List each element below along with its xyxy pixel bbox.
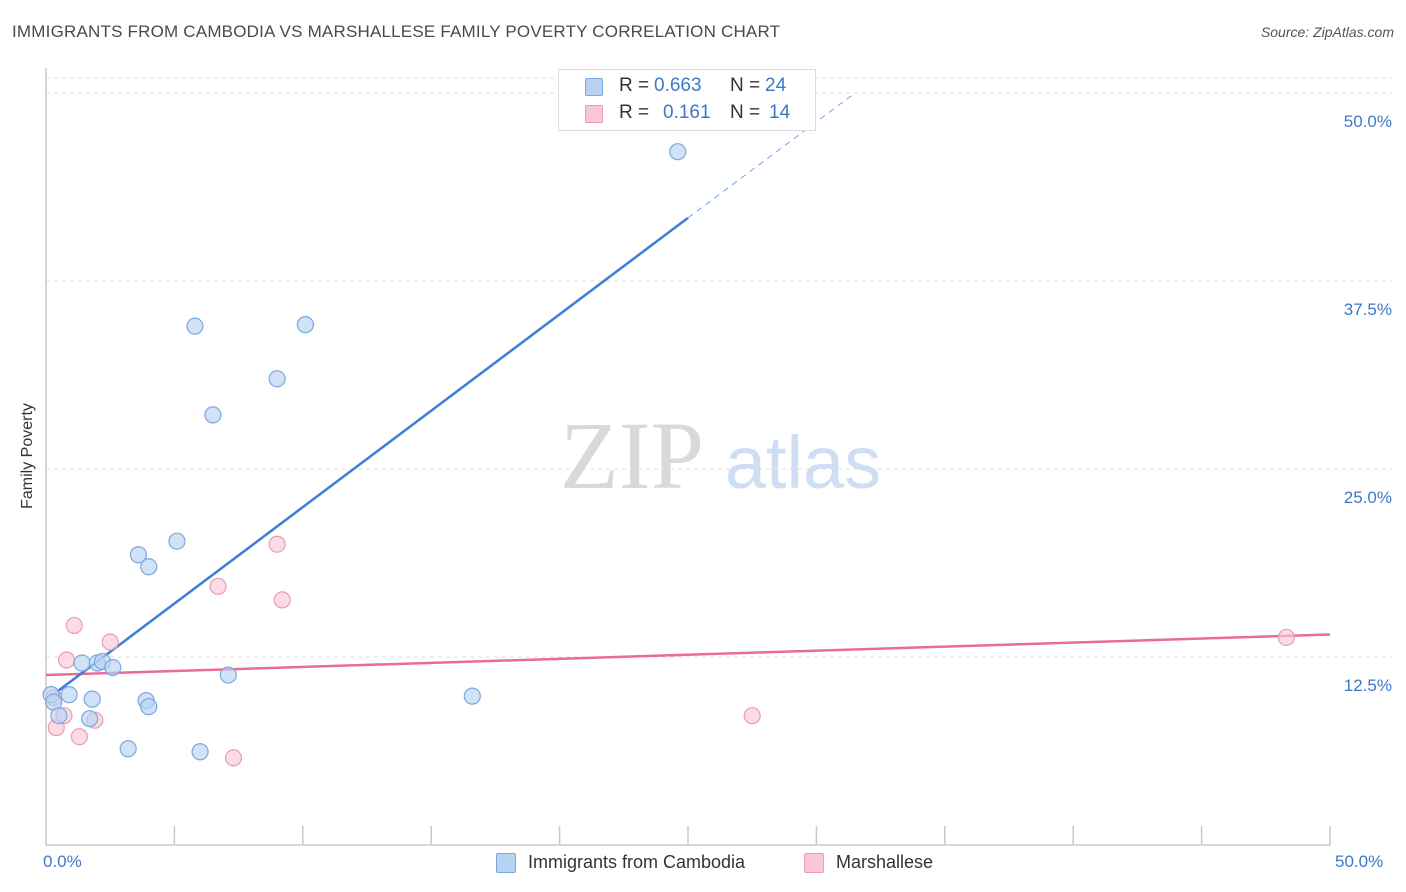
point-cambodia (50, 707, 68, 725)
legend-label-cambodia: Immigrants from Cambodia (528, 852, 746, 872)
point-cambodia (129, 546, 148, 564)
r-value: 0.161 (663, 102, 711, 123)
point-cambodia (83, 690, 101, 708)
x-tick-label-min: 0.0% (43, 852, 82, 871)
n-value: 14 (769, 102, 791, 123)
point-cambodia (81, 710, 99, 728)
y-tick-label: 50.0% (1344, 112, 1392, 131)
point-cambodia (191, 743, 209, 761)
legend-swatch-pink (804, 853, 824, 873)
point-marshallese (70, 728, 88, 746)
point-marshallese (57, 651, 76, 669)
point-marshallese (268, 535, 286, 553)
legend-stats-box: R = 0.663 N = 24 R = 0.161 N = 14 (558, 69, 816, 131)
point-marshallese (65, 616, 83, 635)
point-cambodia (140, 558, 158, 576)
point-cambodia (119, 740, 137, 758)
point-marshallese (743, 707, 761, 725)
y-tick-label: 12.5% (1344, 676, 1392, 695)
r-label: R = (619, 102, 650, 123)
point-cambodia (204, 406, 222, 424)
point-cambodia (73, 654, 91, 672)
trend-lines (45, 92, 1331, 698)
watermark-zip: ZIP (560, 402, 704, 509)
trend-line-cambodia (50, 216, 689, 698)
point-cambodia (140, 698, 158, 716)
trend-line-marshallese (45, 633, 1331, 677)
legend-swatch-pink (585, 105, 603, 123)
trend-line-cambodia-extension (687, 92, 856, 219)
point-cambodia (60, 686, 78, 704)
point-cambodia (463, 687, 481, 705)
legend-label-marshallese: Marshallese (836, 852, 934, 872)
watermark-atlas: atlas (725, 421, 881, 504)
point-marshallese (1277, 628, 1295, 647)
point-cambodia (268, 370, 286, 388)
data-points (42, 143, 1295, 767)
point-marshallese (209, 577, 227, 595)
y-tick-label: 37.5% (1344, 300, 1392, 319)
point-cambodia (219, 666, 237, 684)
n-label: N = (730, 75, 761, 96)
source-credit: Source: ZipAtlas.com (1260, 24, 1394, 40)
point-marshallese (273, 591, 291, 609)
r-value: 0.663 (654, 75, 702, 96)
gridlines (46, 77, 1392, 658)
point-marshallese (224, 749, 243, 767)
axes (45, 68, 1331, 846)
legend-swatch-blue (496, 853, 516, 873)
point-cambodia (296, 316, 314, 334)
point-marshallese (101, 633, 119, 651)
y-tick-label: 25.0% (1344, 488, 1392, 507)
point-cambodia (168, 532, 186, 550)
chart-title: IMMIGRANTS FROM CAMBODIA VS MARSHALLESE … (12, 22, 781, 41)
y-axis-label: Family Poverty (19, 403, 36, 509)
legend-swatch-blue (585, 78, 603, 96)
x-tick-label-max: 50.0% (1335, 852, 1384, 871)
y-tick-labels: 12.5% 25.0% 37.5% 50.0% (1344, 112, 1392, 695)
point-cambodia (669, 143, 687, 161)
watermark: ZIP atlas (560, 402, 881, 509)
point-cambodia (104, 658, 122, 677)
point-cambodia (186, 317, 204, 335)
n-value: 24 (765, 75, 787, 96)
n-label: N = (730, 102, 761, 123)
r-label: R = (619, 75, 650, 96)
series-legend: Immigrants from Cambodia Marshallese (0, 851, 1406, 879)
